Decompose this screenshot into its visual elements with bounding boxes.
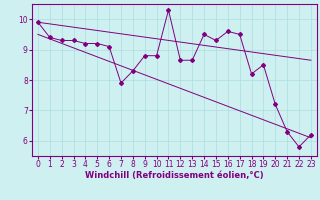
X-axis label: Windchill (Refroidissement éolien,°C): Windchill (Refroidissement éolien,°C) (85, 171, 264, 180)
